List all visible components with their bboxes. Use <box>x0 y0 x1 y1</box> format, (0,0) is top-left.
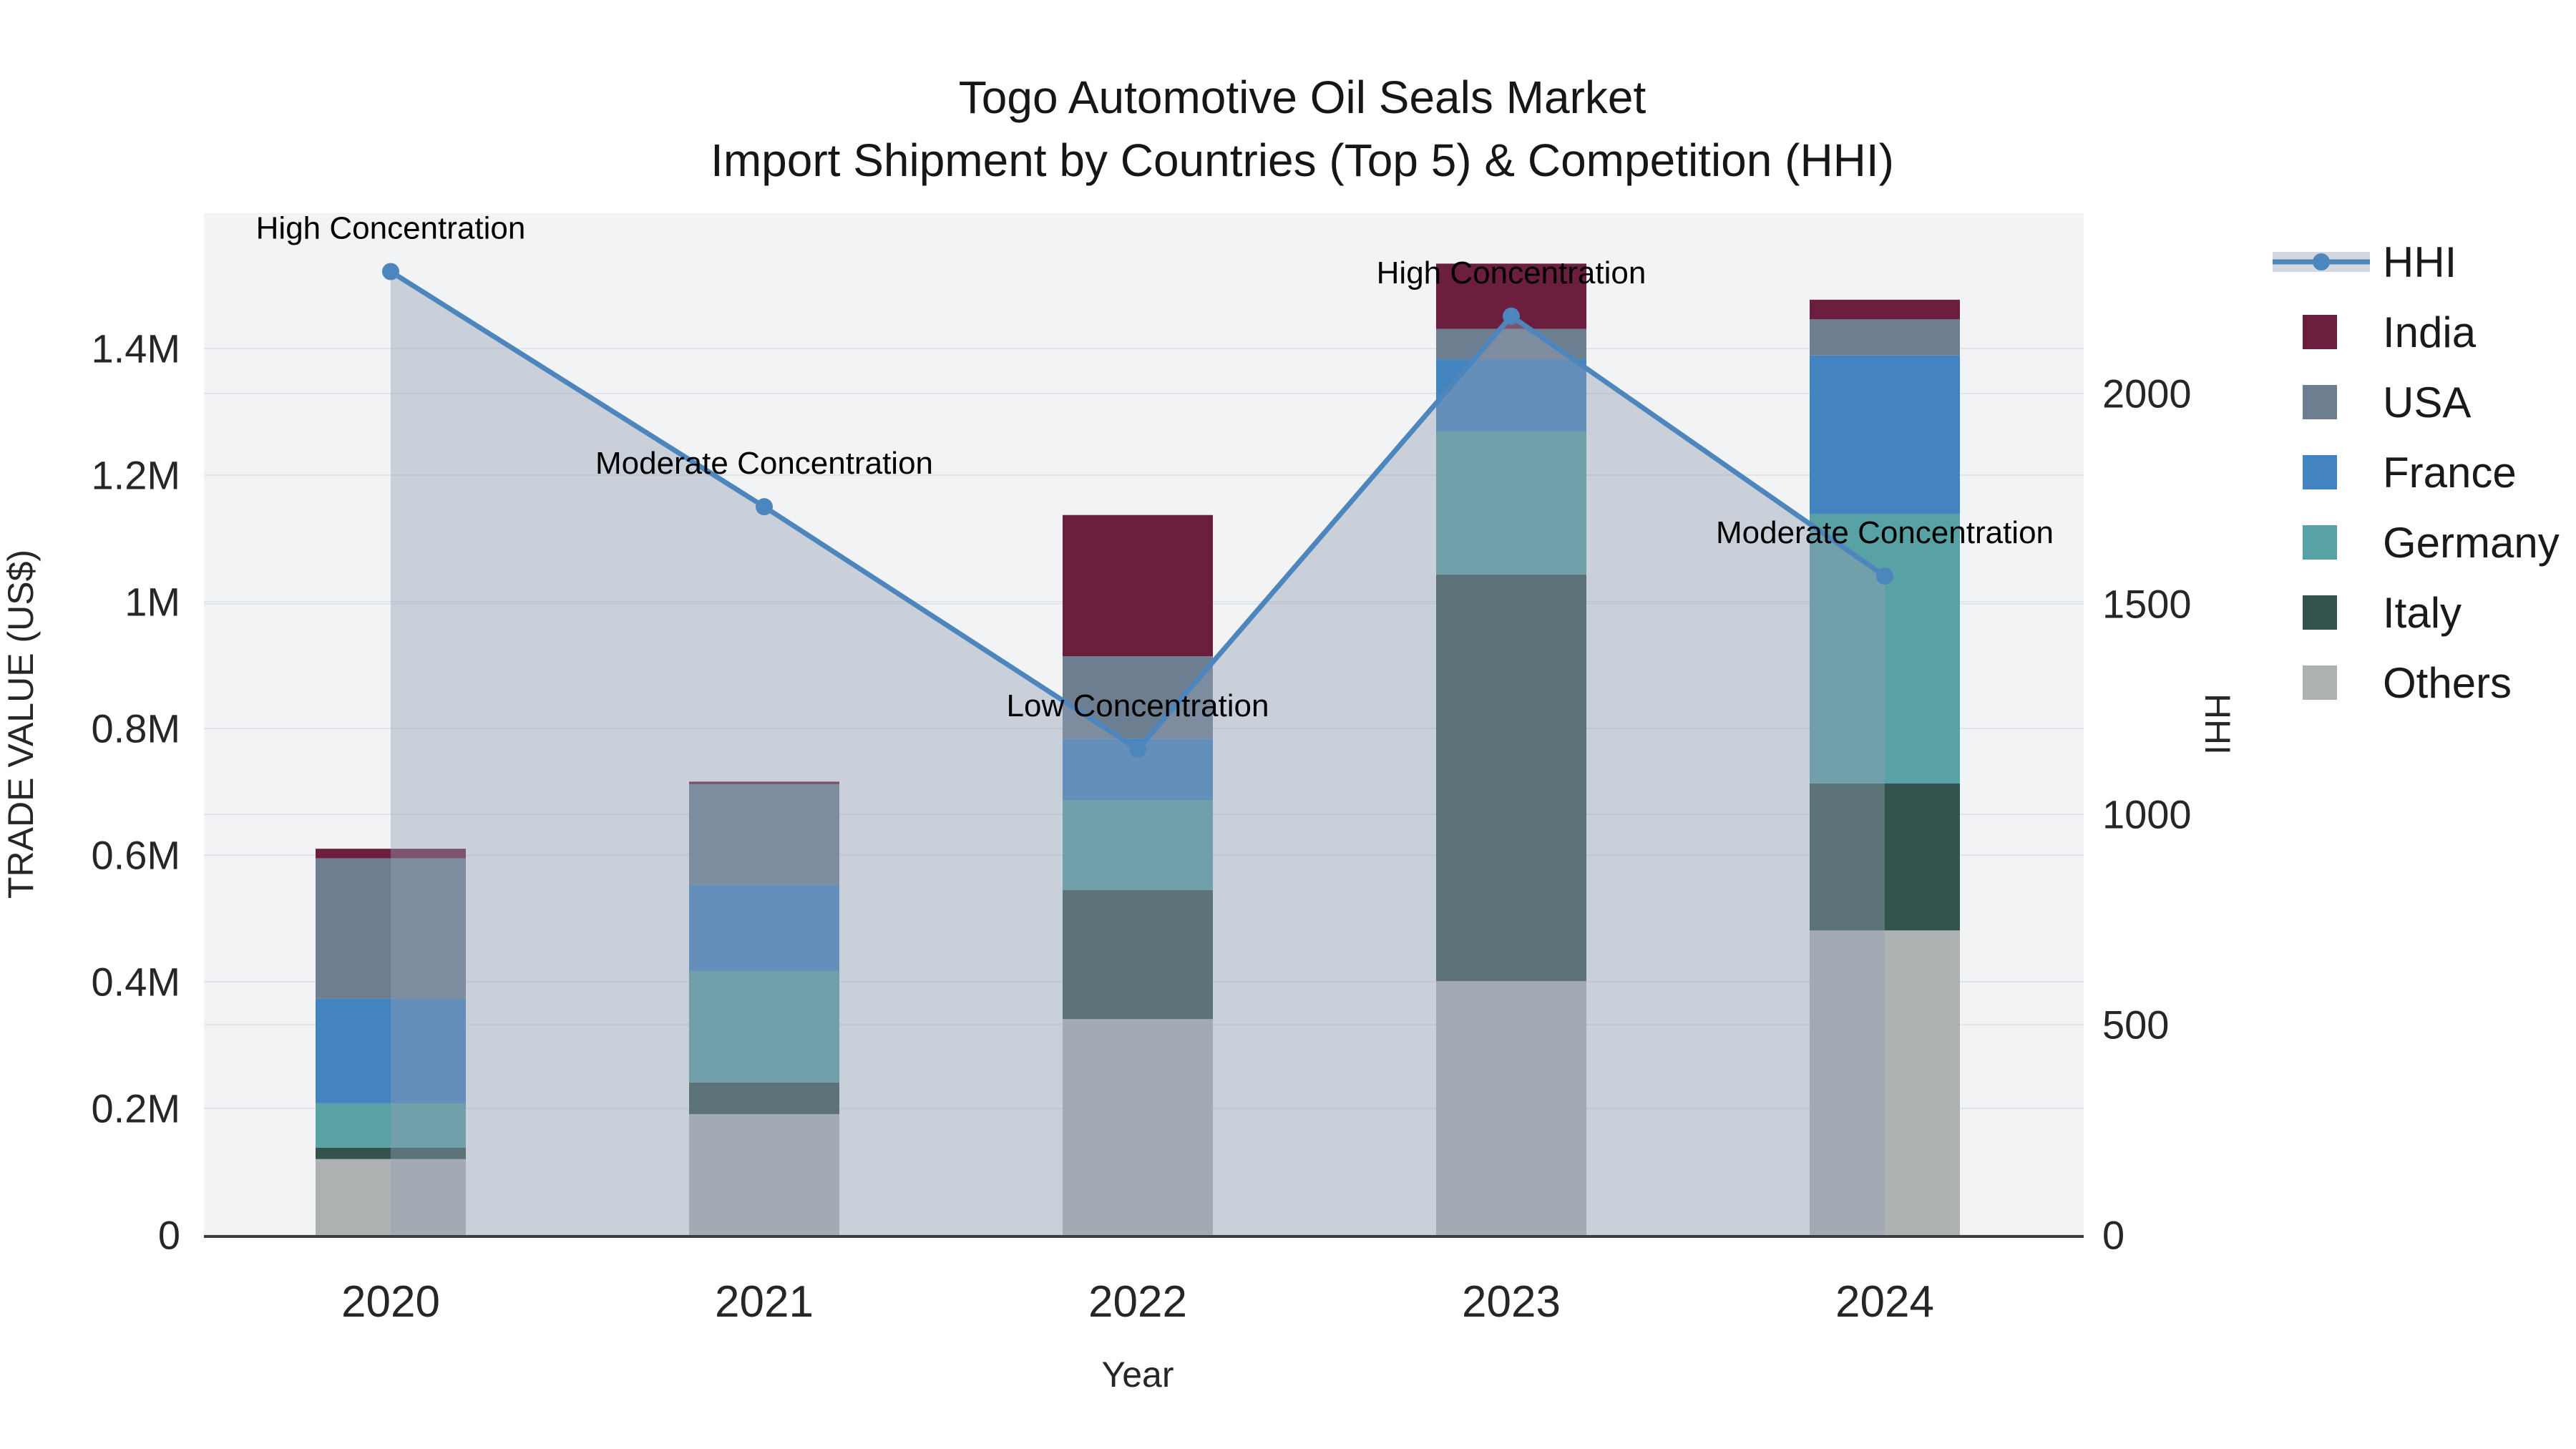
y-right-tick-label: 500 <box>2102 1002 2169 1048</box>
legend: HHI India USA France Germany Italy Others <box>2273 238 2560 707</box>
legend-item-italy[interactable]: Italy <box>2303 589 2462 637</box>
x-tick-label-2021: 2021 <box>715 1277 814 1327</box>
hhi-marker-2024 <box>1876 567 1893 585</box>
bar-2023-others <box>1436 981 1586 1235</box>
bar-2023-usa <box>1436 328 1586 360</box>
bar-2020-others <box>316 1158 466 1235</box>
legend-swatch-others <box>2303 665 2337 700</box>
legend-swatch-france <box>2303 455 2337 489</box>
bar-2021-usa <box>689 784 839 885</box>
bar-2021-italy <box>689 1082 839 1114</box>
bar-2022-germany <box>1063 800 1213 890</box>
bar-2022-india <box>1063 514 1213 657</box>
bar-2020-india <box>316 849 466 859</box>
legend-item-usa[interactable]: USA <box>2303 379 2471 426</box>
annotation-2022: Low Concentration <box>1007 688 1269 723</box>
annotation-2021: Moderate Concentration <box>595 446 933 481</box>
y-left-tick-label: 0.2M <box>92 1086 181 1131</box>
legend-swatch-india <box>2303 315 2337 349</box>
legend-label-usa: USA <box>2383 379 2471 426</box>
hhi-marker-2020 <box>382 263 399 280</box>
y-axis-title-left: TRADE VALUE (US$) <box>1 550 41 899</box>
hhi-marker-2023 <box>1503 307 1520 325</box>
y-right-tick-label: 0 <box>2102 1213 2124 1258</box>
annotation-2023: High Concentration <box>1377 255 1646 291</box>
y-right-tick-label: 1000 <box>2102 792 2192 837</box>
y-left-tick-label: 0 <box>158 1213 180 1258</box>
legend-swatch-italy <box>2303 595 2337 630</box>
bar-2023-germany <box>1436 431 1586 575</box>
bar-2021-germany <box>689 970 839 1083</box>
bar-2023-italy <box>1436 574 1586 982</box>
x-tick-label-2020: 2020 <box>341 1277 440 1327</box>
chart-subtitle: Import Shipment by Countries (Top 5) & C… <box>711 135 1894 186</box>
bar-2021-others <box>689 1113 839 1235</box>
x-tick-label-2023: 2023 <box>1462 1277 1561 1327</box>
hhi-marker-2022 <box>1129 740 1146 758</box>
y-left-tick-label: 0.6M <box>92 833 181 878</box>
legend-item-hhi[interactable]: HHI <box>2273 238 2457 286</box>
bar-2024-others <box>1810 930 1960 1235</box>
bar-2024-usa <box>1810 319 1960 356</box>
legend-swatch-germany <box>2303 525 2337 560</box>
bars <box>316 263 1960 1235</box>
legend-item-france[interactable]: France <box>2303 449 2517 497</box>
x-axis-title: Year <box>1101 1355 1174 1395</box>
tick-labels: 0 0.2M 0.4M 0.6M 0.8M 1M 1.2M 1.4M 0 500 1000 1500 2… <box>92 326 2192 1327</box>
legend-label-india: India <box>2383 308 2477 356</box>
bar-2024-india <box>1810 299 1960 320</box>
bar-2022-usa <box>1063 656 1213 739</box>
legend-label-others: Others <box>2383 659 2512 707</box>
bar-2021-india <box>689 781 839 784</box>
legend-item-others[interactable]: Others <box>2303 659 2512 707</box>
chart-title: Togo Automotive Oil Seals Market <box>959 72 1646 123</box>
y-left-tick-label: 1.2M <box>92 453 181 498</box>
y-left-tick-label: 1M <box>125 580 180 625</box>
bar-2021-france <box>689 884 839 971</box>
legend-label-italy: Italy <box>2383 589 2462 637</box>
legend-label-france: France <box>2383 449 2517 497</box>
legend-item-germany[interactable]: Germany <box>2303 519 2560 567</box>
legend-label-hhi: HHI <box>2383 238 2457 286</box>
y-left-tick-label: 1.4M <box>92 326 181 371</box>
bar-2022-italy <box>1063 889 1213 1020</box>
x-tick-label-2022: 2022 <box>1088 1277 1187 1327</box>
legend-item-india[interactable]: India <box>2303 308 2477 356</box>
bar-2022-others <box>1063 1019 1213 1235</box>
bar-2024-italy <box>1810 783 1960 931</box>
y-left-tick-label: 0.8M <box>92 706 181 751</box>
bar-2024-france <box>1810 355 1960 514</box>
y-axis-title-right: HHI <box>2197 693 2238 755</box>
bar-2020-usa <box>316 858 466 999</box>
legend-hhi-marker <box>2313 253 2330 270</box>
hhi-marker-2021 <box>756 498 773 516</box>
annotation-2024: Moderate Concentration <box>1716 515 2054 550</box>
y-right-tick-label: 2000 <box>2102 371 2192 416</box>
annotations: High Concentration Moderate Concentration… <box>256 210 2054 723</box>
annotation-2020: High Concentration <box>256 210 526 245</box>
x-tick-label-2024: 2024 <box>1835 1277 1934 1327</box>
legend-label-germany: Germany <box>2383 519 2560 567</box>
y-right-tick-label: 1500 <box>2102 582 2192 627</box>
bar-2020-france <box>316 998 466 1103</box>
bar-2020-germany <box>316 1103 466 1148</box>
legend-swatch-usa <box>2303 385 2337 419</box>
bar-2024-germany <box>1810 513 1960 784</box>
hhi-line <box>382 263 1893 758</box>
y-left-tick-label: 0.4M <box>92 960 181 1005</box>
bar-2020-italy <box>316 1147 466 1159</box>
